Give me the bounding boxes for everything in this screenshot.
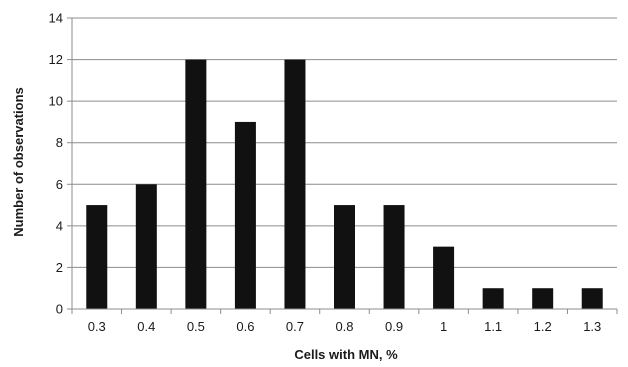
x-tick-labels: 0.3 0.4 0.5 0.6 0.7 0.8 0.9 1 1.1 1.2 1.3	[88, 319, 602, 334]
x-tick-label: 1	[440, 319, 447, 334]
bar-1.2	[532, 288, 554, 309]
y-tick-label: 14	[49, 11, 63, 26]
x-tick-label: 0.8	[335, 319, 353, 334]
x-tick-label: 0.4	[137, 319, 155, 334]
bar-0.6	[234, 121, 256, 309]
bar-0.3	[86, 205, 108, 309]
y-tick-label: 8	[56, 135, 63, 150]
bar-1.3	[581, 288, 603, 309]
y-tick-label: 2	[56, 260, 63, 275]
bar-0.4	[135, 184, 157, 309]
bar-0.8	[334, 205, 355, 309]
x-tick-label: 1.1	[484, 319, 502, 334]
bars	[86, 59, 603, 310]
axes	[67, 17, 618, 314]
y-tick-label: 6	[56, 177, 63, 192]
x-tick-label: 0.6	[236, 319, 254, 334]
x-tick-label: 0.5	[187, 319, 205, 334]
x-tick-label: 0.3	[88, 319, 106, 334]
bar-0.5	[185, 59, 207, 310]
y-tick-labels: 0 2 4 6 8 10 12 14	[49, 11, 63, 317]
x-tick-label: 1.3	[583, 319, 601, 334]
x-tick-label: 0.7	[286, 319, 304, 334]
y-tick-label: 12	[49, 52, 63, 67]
y-tick-label: 0	[56, 302, 63, 317]
bar-1.1	[482, 288, 504, 309]
y-tick-label: 4	[56, 218, 63, 233]
x-tick-label: 0.9	[385, 319, 403, 334]
x-axis-title: Cells with MN, %	[294, 347, 398, 362]
bar-0.7	[284, 59, 306, 310]
gridlines	[72, 17, 617, 268]
y-tick-label: 10	[49, 94, 63, 109]
bar-0.9	[383, 205, 405, 309]
x-tick-label: 1.2	[534, 319, 552, 334]
bar-1	[433, 246, 455, 309]
y-axis-title: Number of observations	[11, 87, 26, 237]
